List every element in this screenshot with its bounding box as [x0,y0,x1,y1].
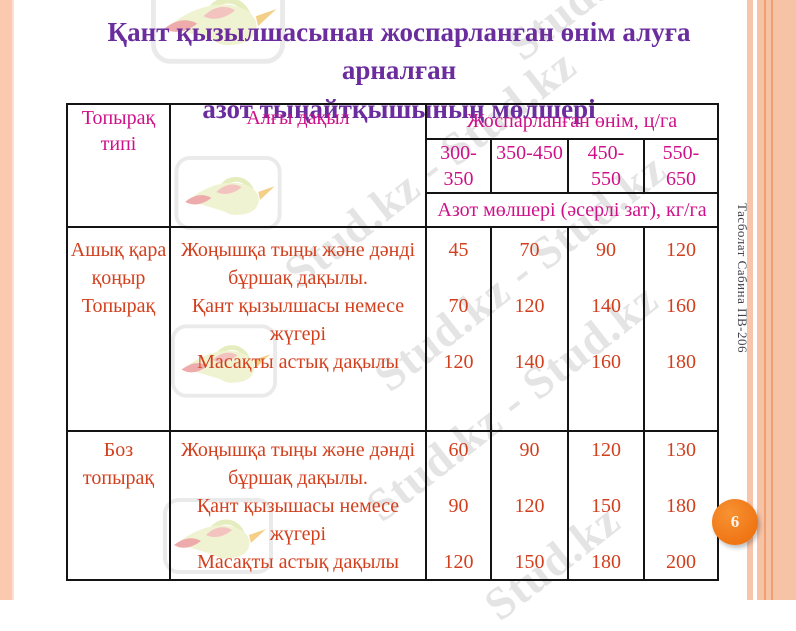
value: 70 [448,295,469,317]
planned-yield-header-cell: Жоспарланған өнім, ц/га [424,103,720,140]
preceding-crop-header-cell: Алғы дақыл [169,103,427,228]
soil-type-cell: Боз топырақ [66,430,171,581]
soil-type-cell: Ашық қара қоңыр Топырақ [66,226,171,432]
value: 120 [514,495,545,517]
value: 120 [443,351,474,373]
value: 120 [443,551,474,573]
values-cell: 120 160 180 [642,226,720,432]
crop-line: Масақты астық дақылы [197,351,399,373]
crops-cell: Жоңышқа тыңы және дәнді бұршақ дақылы. Қ… [169,430,427,581]
author-vertical-text: Тасболат Сабина ПВ-206 [735,203,750,353]
yield-range-cell: 350-450 [490,138,569,194]
page-number-badge: 6 [712,499,758,545]
crop-line: Жоңышқа тыңы және дәнді бұршақ дақылы. [180,439,416,489]
value: 120 [591,439,621,461]
value: 70 [519,239,540,261]
crops-cell: Жоңышқа тыңы және дәнді бұршақ дақылы. Қ… [169,226,427,432]
right-stripe-band [747,0,796,600]
header-row-yield-ranges: 300-350 350-450 450- 550 550- 650 [67,138,720,194]
slide-title-line1: Қант қызылшасынан жоспарланған өнім алуғ… [107,17,691,86]
value: 160 [591,351,621,373]
yield-range-cell: 450- 550 [567,138,645,194]
value: 120 [514,295,545,317]
value: 45 [448,239,469,261]
value: 150 [514,551,545,573]
value: 140 [591,295,621,317]
value: 160 [666,295,696,317]
value: 180 [666,351,696,373]
left-stripe-band [0,0,14,600]
value: 140 [514,351,545,373]
yield-range-cell: 550- 650 [642,138,720,194]
value: 130 [666,439,696,461]
crop-line: Қант қызылшасы немесе жүгері [191,295,405,345]
values-cell: 90 140 160 [567,226,645,432]
values-cell: 60 90 120 [425,430,492,581]
crop-line: Масақты астық дақылы [197,551,399,573]
values-cell: 90 120 150 [490,430,569,581]
value: 150 [591,495,621,517]
crop-line: Қант қызышасы немесе жүгері [196,495,400,545]
soil-type-header-cell: Топырақ типі [66,103,171,228]
values-cell: 45 70 120 [425,226,492,432]
values-cell: 70 120 140 [490,226,569,432]
header-row-planned-yield: Топырақ типі Алғы дақыл Жоспарланған өні… [66,103,720,228]
values-cell: 130 180 200 [642,430,720,581]
crop-line: Жоңышқа тыңы және дәнді бұршақ дақылы. [180,239,416,289]
fertilizer-table: Топырақ типі Алғы дақыл Жоспарланған өні… [66,103,720,581]
page-number: 6 [730,512,740,531]
header-row-nitrogen: Азот мөлшері (әсерлі зат), кг/га [67,192,720,228]
value: 180 [666,495,696,517]
value: 180 [591,551,621,573]
value: 60 [448,439,469,461]
value: 90 [519,439,540,461]
values-cell: 120 150 180 [567,430,645,581]
nitrogen-amount-header-cell: Азот мөлшері (әсерлі зат), кг/га [424,192,720,228]
value: 120 [666,239,696,261]
value: 90 [596,239,616,261]
yield-range-cell: 300-350 [425,138,492,194]
value: 90 [448,495,469,517]
value: 200 [666,551,696,573]
table-row-gray-soil: Боз топырақ Жоңышқа тыңы және дәнді бұрш… [66,430,720,581]
table-row-dark-chestnut-soil: Ашық қара қоңыр Топырақ Жоңышқа тыңы жән… [66,226,720,432]
